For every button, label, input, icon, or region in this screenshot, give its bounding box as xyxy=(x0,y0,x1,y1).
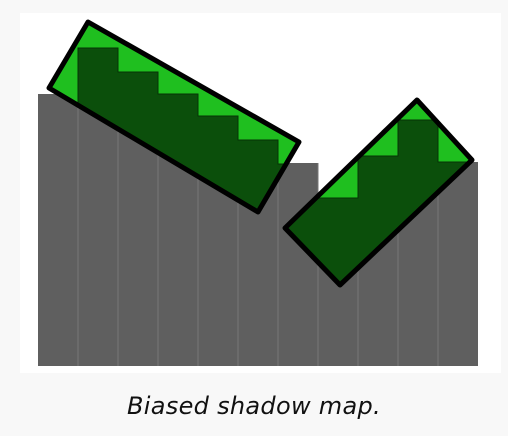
depth-column xyxy=(438,162,478,366)
surface-outline xyxy=(46,19,302,215)
depth-column xyxy=(158,140,198,366)
depth-column xyxy=(118,120,158,366)
surface-outline xyxy=(282,97,475,288)
depth-column xyxy=(278,163,318,366)
depth-column xyxy=(38,94,78,366)
figure-caption: Biased shadow map. xyxy=(127,392,381,420)
depth-columns xyxy=(38,94,478,366)
depth-column xyxy=(78,94,118,366)
